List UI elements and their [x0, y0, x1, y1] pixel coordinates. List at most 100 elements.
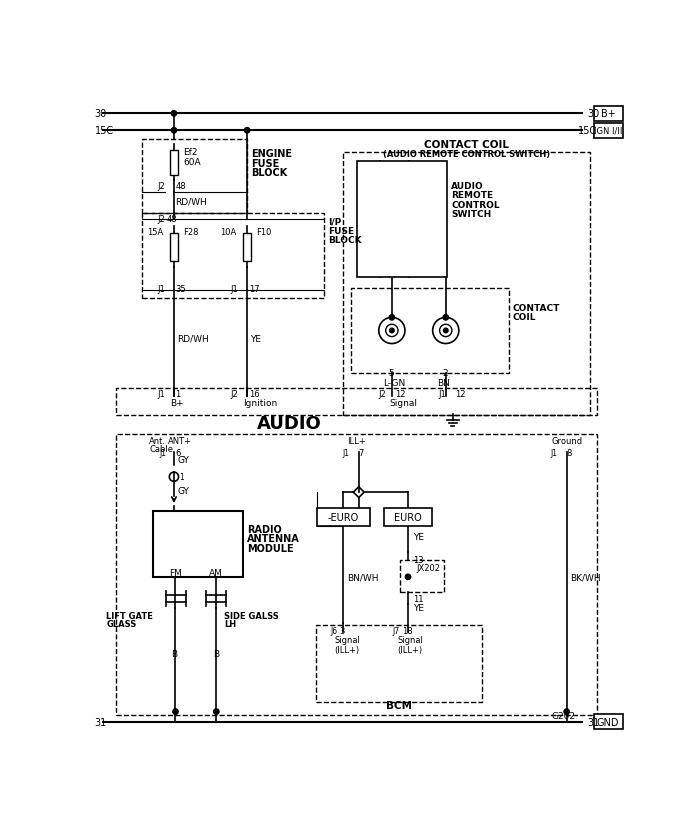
Text: J1: J1	[230, 284, 238, 293]
Text: B+: B+	[170, 398, 183, 407]
Text: RD/WH: RD/WH	[177, 334, 209, 344]
Text: 17: 17	[248, 284, 259, 293]
Text: J2: J2	[157, 182, 164, 191]
Text: J1: J1	[342, 448, 349, 457]
Text: B: B	[171, 650, 177, 659]
Text: Ignition: Ignition	[244, 398, 277, 407]
Circle shape	[405, 574, 411, 580]
Text: J2: J2	[230, 390, 238, 399]
Bar	[116, 389, 598, 415]
Text: 8: 8	[567, 448, 572, 457]
Text: GLASS: GLASS	[106, 619, 136, 629]
Circle shape	[172, 111, 176, 117]
Text: 48: 48	[167, 215, 177, 224]
Bar	[594, 714, 623, 730]
Text: 16: 16	[248, 390, 259, 399]
Text: 10A: 10A	[220, 228, 237, 237]
Text: F28: F28	[183, 228, 199, 237]
Text: CONTACT COIL: CONTACT COIL	[424, 140, 509, 150]
Bar	[141, 214, 324, 298]
Text: 15C: 15C	[94, 126, 114, 136]
Text: ILL+: ILL+	[347, 436, 366, 446]
Text: EURO: EURO	[394, 512, 422, 522]
Text: BN/WH: BN/WH	[347, 573, 379, 582]
Text: GY: GY	[178, 456, 190, 465]
Circle shape	[443, 315, 449, 321]
Text: BCM: BCM	[386, 701, 412, 711]
Text: SWITCH: SWITCH	[452, 210, 491, 219]
Text: J1: J1	[157, 284, 164, 293]
Circle shape	[214, 709, 219, 715]
Text: Signal: Signal	[334, 635, 360, 645]
Text: RADIO: RADIO	[247, 524, 282, 534]
Text: BK/WH: BK/WH	[570, 573, 601, 582]
Bar	[344, 153, 589, 415]
Text: Signal: Signal	[398, 635, 423, 645]
Circle shape	[390, 329, 394, 334]
Text: 15A: 15A	[147, 228, 163, 237]
Circle shape	[172, 129, 176, 134]
Text: -EURO: -EURO	[328, 512, 359, 522]
Bar	[384, 508, 432, 527]
Text: 12: 12	[395, 390, 405, 399]
Text: ENGINE: ENGINE	[251, 149, 292, 159]
Text: J1: J1	[157, 390, 164, 399]
Text: (AUDIO REMOTE CONTROL SWITCH): (AUDIO REMOTE CONTROL SWITCH)	[383, 150, 550, 159]
Text: I/P: I/P	[328, 217, 341, 227]
Text: (ILL+): (ILL+)	[334, 645, 359, 654]
Text: 13: 13	[413, 556, 424, 565]
Text: 2: 2	[442, 369, 447, 378]
Text: Ef2: Ef2	[183, 148, 197, 157]
Text: RD/WH: RD/WH	[176, 197, 207, 206]
Text: 31: 31	[587, 716, 600, 726]
Bar	[153, 512, 244, 577]
Text: Cable: Cable	[149, 444, 174, 453]
Bar	[351, 288, 509, 374]
Text: B: B	[214, 650, 219, 659]
Text: LIFT GATE: LIFT GATE	[106, 611, 153, 620]
Text: ANT+: ANT+	[168, 436, 192, 446]
Circle shape	[564, 709, 569, 715]
Text: FM: FM	[169, 568, 182, 578]
Text: 11: 11	[413, 594, 424, 604]
Text: J1: J1	[160, 448, 167, 457]
Text: CONTROL: CONTROL	[452, 201, 500, 209]
Text: J1: J1	[438, 390, 446, 399]
Text: AUDIO: AUDIO	[257, 415, 322, 432]
Text: J2: J2	[157, 215, 164, 224]
Text: Signal: Signal	[390, 398, 418, 407]
Text: 6: 6	[176, 448, 181, 457]
Text: ANTENNA: ANTENNA	[247, 533, 300, 543]
Text: L-GN: L-GN	[384, 379, 405, 388]
Bar	[317, 508, 370, 527]
Text: (ILL+): (ILL+)	[398, 645, 422, 654]
Text: 30: 30	[587, 110, 600, 120]
Text: 18: 18	[402, 626, 412, 635]
Text: J7: J7	[393, 626, 400, 635]
Text: 3: 3	[340, 626, 345, 635]
Text: YE: YE	[413, 604, 424, 613]
Text: B+: B+	[601, 110, 615, 120]
Text: 48: 48	[176, 182, 186, 191]
Text: 5: 5	[388, 369, 394, 378]
Text: Ground: Ground	[552, 436, 582, 446]
Circle shape	[444, 329, 448, 334]
Text: MODULE: MODULE	[247, 543, 294, 553]
Text: COIL: COIL	[512, 313, 536, 322]
Bar	[116, 435, 598, 716]
Circle shape	[173, 709, 178, 715]
Text: GY: GY	[178, 487, 190, 496]
Bar	[170, 150, 178, 176]
Bar	[244, 233, 251, 262]
Text: Ant.: Ant.	[149, 436, 167, 446]
Text: FUSE: FUSE	[328, 227, 354, 236]
Text: 30: 30	[94, 110, 107, 120]
Bar	[594, 124, 623, 139]
Text: LH: LH	[224, 619, 236, 629]
Text: J1: J1	[550, 448, 557, 457]
Circle shape	[389, 315, 395, 321]
Bar	[141, 140, 247, 214]
Text: IGN I/II: IGN I/II	[594, 126, 622, 135]
Bar	[400, 560, 444, 593]
Text: 7: 7	[359, 448, 364, 457]
